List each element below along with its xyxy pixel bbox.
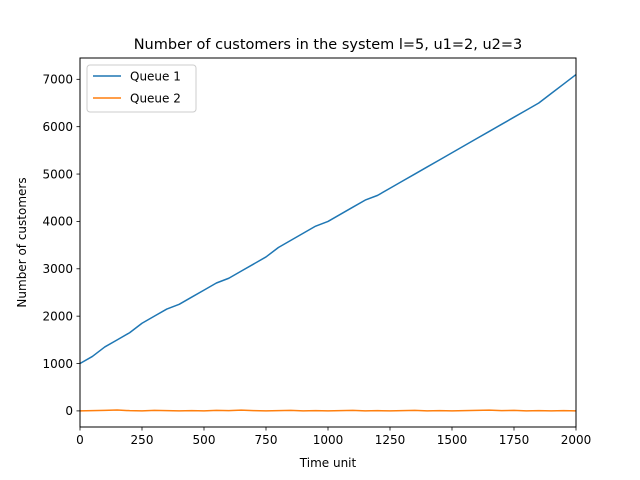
y-tick-label: 6000 bbox=[42, 120, 73, 134]
legend-label-1: Queue 1 bbox=[130, 69, 181, 83]
x-tick-label: 750 bbox=[255, 433, 278, 447]
y-tick-label: 1000 bbox=[42, 357, 73, 371]
x-tick-label: 1000 bbox=[313, 433, 344, 447]
x-tick-label: 0 bbox=[76, 433, 84, 447]
x-tick-label: 1750 bbox=[499, 433, 530, 447]
x-axis-ticks: 0 250 500 750 1000 1250 1500 1750 2000 bbox=[76, 427, 591, 447]
y-tick-label: 2000 bbox=[42, 309, 73, 323]
y-axis-ticks: 0 1000 2000 3000 4000 5000 6000 7000 bbox=[42, 73, 80, 418]
legend: Queue 1 Queue 2 bbox=[86, 64, 197, 113]
y-tick-label: 0 bbox=[65, 404, 73, 418]
legend-label-2: Queue 2 bbox=[130, 91, 181, 105]
plot-frame bbox=[79, 57, 577, 428]
x-tick-label: 2000 bbox=[561, 433, 592, 447]
y-tick-label: 5000 bbox=[42, 167, 73, 181]
y-tick-label: 4000 bbox=[42, 215, 73, 229]
x-tick-label: 1250 bbox=[375, 433, 406, 447]
y-tick-label: 3000 bbox=[42, 262, 73, 276]
series-line-1 bbox=[79, 73, 577, 365]
y-axis-label: Number of customers bbox=[15, 177, 29, 307]
plot-lines bbox=[79, 73, 577, 412]
series-line-2 bbox=[79, 409, 577, 412]
y-tick-label: 7000 bbox=[42, 73, 73, 87]
x-tick-label: 250 bbox=[131, 433, 154, 447]
x-tick-label: 500 bbox=[193, 433, 216, 447]
chart-title: Number of customers in the system l=5, u… bbox=[134, 37, 523, 53]
x-axis-label: Time unit bbox=[299, 456, 357, 470]
x-tick-label: 1500 bbox=[437, 433, 468, 447]
